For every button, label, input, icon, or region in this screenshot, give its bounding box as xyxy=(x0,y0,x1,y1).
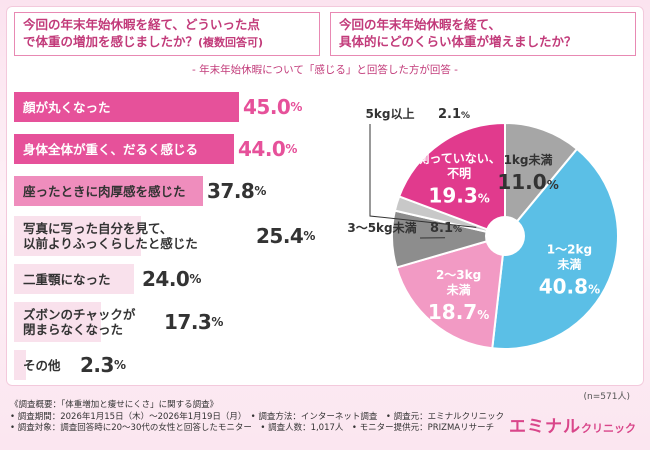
bar-row: 二重顎になった 24.0% xyxy=(14,264,334,294)
bar-category-label: 座ったときに肉厚感を感じた xyxy=(23,183,186,199)
left-question-line2: で体重の増加を感じましたか？(複数回答可) xyxy=(23,33,311,51)
pie-slice-label: 1〜2kg xyxy=(547,242,592,256)
footer-line2: • 調査期間：2026年1月15日（木）〜2026年1月19日（月） • 調査方… xyxy=(10,411,505,422)
bar xyxy=(14,216,141,256)
bar-row: 写真に写った自分を見て、 以前よりふっくらしたと感じた 25.4% xyxy=(14,216,334,256)
pie-slice xyxy=(397,121,506,238)
left-question-line2-text: で体重の増加を感じましたか？ xyxy=(23,34,199,49)
pie-slice-label: 2〜3kg xyxy=(436,268,481,282)
bar-row: 身体全体が重く、だるく感じる 44.0% xyxy=(14,134,334,164)
bar-value-label: 44.0% xyxy=(238,137,297,161)
pie-slice-label: 5kg以上 xyxy=(366,106,415,121)
bar-category-label: 顔が丸くなった xyxy=(23,99,111,115)
bar-category-label: 二重顎になった xyxy=(23,271,111,287)
right-question-line1: 今回の年末年始休暇を経て、 xyxy=(339,17,501,32)
bar-category-label: その他 xyxy=(23,357,61,373)
bar xyxy=(14,302,101,342)
pie-slice-label: 不明 xyxy=(447,166,471,180)
bar-value-label: 45.0% xyxy=(243,95,302,119)
pie-center-hole xyxy=(485,216,525,256)
bar xyxy=(14,92,239,122)
pie-chart: 1kg未満 11.0% 1〜2kg 未満 40.8% 2〜3kg 未満 18.7% 3〜5kg未… xyxy=(330,88,640,368)
pie-slice-label: 未満 xyxy=(446,282,471,297)
pie-slice-label: 1kg未満 xyxy=(504,152,553,167)
footer-line3: • 調査対象：調査回答時に20〜30代の女性と回答したモニター • 調査人数：1… xyxy=(10,423,495,433)
left-question-note: (複数回答可) xyxy=(198,36,264,49)
bar-value-label: 37.8% xyxy=(207,179,266,203)
pie-slice xyxy=(491,147,619,350)
right-question-box: 今回の年末年始休暇を経て、 具体的にどのくらい体重が増えましたか？ xyxy=(330,12,636,56)
left-question-line1: 今回の年末年始休暇を経て、どういった点 xyxy=(23,17,260,32)
pie-slice xyxy=(504,121,579,239)
bar-category-label: 身体全体が重く、だるく感じる xyxy=(23,141,199,157)
pie-slice-label: 3〜5kg未満 xyxy=(347,220,416,235)
pie-slice-label: 測っていない、 xyxy=(417,150,500,165)
bar-category-label: ズボンのチャックが 閉まらなくなった xyxy=(23,307,136,337)
footer-line1: 《調査概要：「体重増加と痩せにくさ」に関する調査》 xyxy=(10,400,219,410)
bar-row: ズボンのチャックが 閉まらなくなった 17.3% xyxy=(14,302,334,342)
pie-chart-svg: 1kg未満11.0%1〜2kg未満40.8%2〜3kg未満18.7%3〜5kg未… xyxy=(347,106,619,350)
bar-value-label: 24.0% xyxy=(142,267,201,291)
pie-slice xyxy=(395,234,507,350)
bar xyxy=(14,264,134,294)
chart-subtitle: - 年末年始休暇について「感じる」と回答した方が回答 - xyxy=(192,64,458,76)
bar-value-label: 17.3% xyxy=(164,310,223,334)
survey-footer: 《調査概要：「体重増加と痩せにくさ」に関する調査》 • 調査期間：2026年1月… xyxy=(10,400,510,435)
bar xyxy=(14,134,234,164)
bar-row: 座ったときに肉厚感を感じた 37.8% xyxy=(14,176,334,206)
bar-category-label: 写真に写った自分を見て、 以前よりふっくらしたと感じた xyxy=(23,221,198,251)
leader-line-5kg xyxy=(369,124,477,228)
bar-value-label: 2.3% xyxy=(80,353,126,377)
pie-value-label: 2.1% xyxy=(438,107,470,122)
bar-row: 顔が丸くなった 45.0% xyxy=(14,92,334,122)
logo-sub: クリニック xyxy=(581,422,636,435)
bar-value-label: 25.4% xyxy=(256,224,315,248)
bar-chart: 顔が丸くなった 45.0% 身体全体が重く、だるく感じる 44.0% 座ったときに肉厚感… xyxy=(14,88,334,388)
bar xyxy=(14,176,203,206)
bar xyxy=(14,350,26,380)
right-question-line2: 具体的にどのくらい体重が増えましたか？ xyxy=(339,34,577,49)
bar-row: その他 2.3% xyxy=(14,350,334,380)
logo-main: エミナル xyxy=(509,417,581,437)
eminal-clinic-logo: エミナルクリニック xyxy=(509,412,636,437)
pie-slice-label: 未満 xyxy=(556,256,581,271)
left-question-box: 今回の年末年始休暇を経て、どういった点 で体重の増加を感じましたか？(複数回答可… xyxy=(14,12,320,56)
sample-size-note: (n=571人) xyxy=(583,392,630,402)
